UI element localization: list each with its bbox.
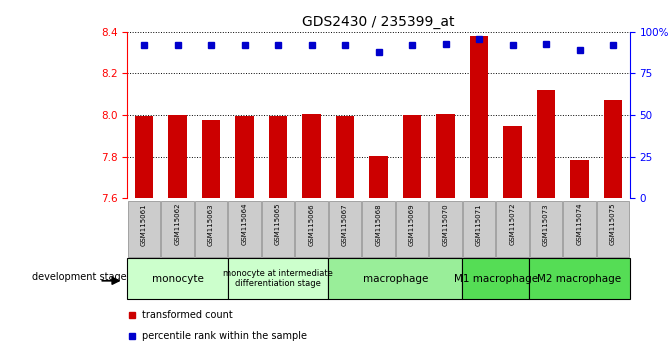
Bar	[336, 116, 354, 198]
Bar	[563, 201, 596, 257]
Bar	[135, 116, 153, 198]
Bar	[436, 114, 455, 198]
Bar	[202, 120, 220, 198]
Bar	[470, 36, 488, 198]
Text: GSM115068: GSM115068	[376, 203, 381, 246]
Bar	[161, 201, 194, 257]
Bar	[235, 116, 254, 198]
Bar	[530, 201, 562, 257]
Text: GSM115074: GSM115074	[577, 203, 582, 245]
Bar	[362, 201, 395, 257]
Bar	[195, 201, 227, 257]
Text: GSM115070: GSM115070	[443, 203, 448, 246]
Bar	[328, 258, 462, 299]
Text: GSM115064: GSM115064	[242, 203, 247, 245]
Bar	[127, 258, 228, 299]
Bar	[369, 156, 388, 198]
Bar	[537, 90, 555, 198]
Bar	[496, 201, 529, 257]
Bar	[295, 201, 328, 257]
Bar	[503, 126, 522, 198]
Bar	[329, 201, 361, 257]
Bar	[128, 201, 160, 257]
Bar	[262, 201, 294, 257]
Text: GSM115075: GSM115075	[610, 203, 616, 245]
Text: GSM115066: GSM115066	[309, 203, 314, 246]
Text: GSM115069: GSM115069	[409, 203, 415, 246]
Text: GSM115073: GSM115073	[543, 203, 549, 246]
Text: monocyte at intermediate
differentiation stage: monocyte at intermediate differentiation…	[223, 269, 333, 289]
Text: GSM115071: GSM115071	[476, 203, 482, 246]
Bar	[228, 201, 261, 257]
Text: GSM115067: GSM115067	[342, 203, 348, 246]
Bar	[429, 201, 462, 257]
Bar	[269, 116, 287, 198]
Bar	[228, 258, 328, 299]
Text: GSM115062: GSM115062	[175, 203, 180, 245]
Text: M2 macrophage: M2 macrophage	[537, 274, 622, 284]
Text: transformed count: transformed count	[142, 309, 233, 320]
Text: GSM115061: GSM115061	[141, 203, 147, 246]
Text: GSM115072: GSM115072	[510, 203, 515, 245]
Text: macrophage: macrophage	[362, 274, 428, 284]
Bar	[396, 201, 428, 257]
Text: M1 macrophage: M1 macrophage	[454, 274, 538, 284]
Text: percentile rank within the sample: percentile rank within the sample	[142, 331, 308, 341]
Bar	[604, 101, 622, 198]
Bar	[529, 258, 630, 299]
Bar	[168, 115, 187, 198]
Text: GSM115065: GSM115065	[275, 203, 281, 245]
Bar	[570, 160, 589, 198]
Bar	[462, 258, 529, 299]
Title: GDS2430 / 235399_at: GDS2430 / 235399_at	[302, 16, 455, 29]
Bar	[403, 115, 421, 198]
Bar	[463, 201, 495, 257]
Text: development stage: development stage	[32, 272, 127, 282]
Text: GSM115063: GSM115063	[208, 203, 214, 246]
Text: monocyte: monocyte	[151, 274, 204, 284]
Bar	[302, 114, 321, 198]
Bar	[597, 201, 629, 257]
